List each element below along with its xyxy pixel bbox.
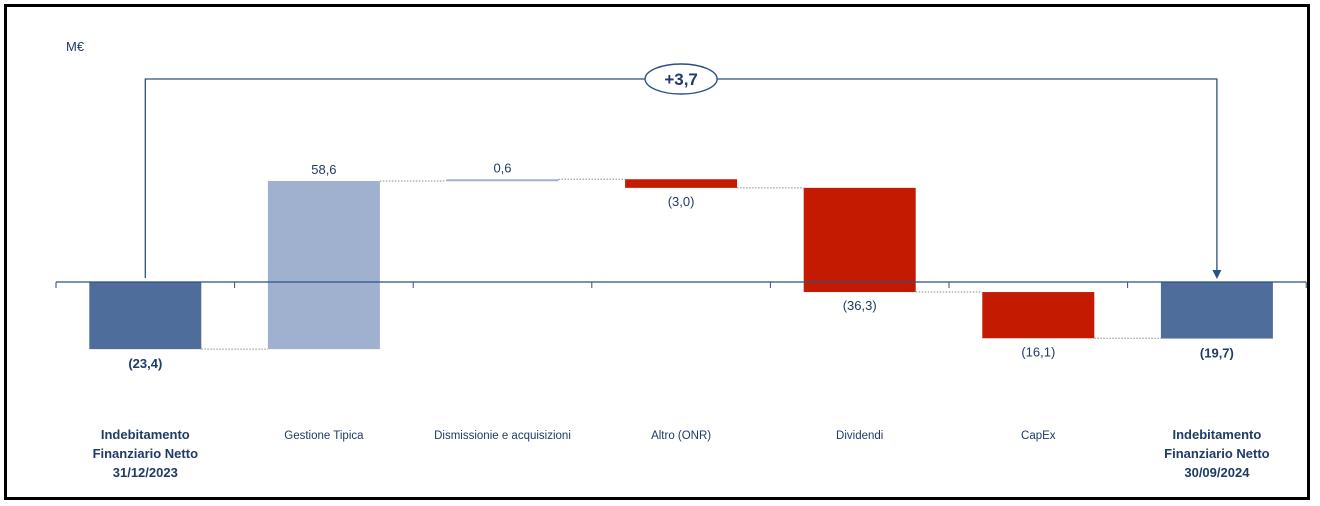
category-label-7-line-3: 30/09/2024	[1184, 465, 1250, 480]
category-label-1-line-3: 31/12/2023	[113, 465, 178, 480]
category-label-2-line-1: Gestione Tipica	[284, 430, 364, 442]
bars-layer	[89, 179, 1273, 350]
delta-label: +3,7	[664, 70, 698, 89]
category-label-1-line-2: Finanziario Netto	[93, 446, 199, 461]
value-label-6: (16,1)	[1021, 344, 1055, 359]
category-label-1-line-1: Indebitamento	[101, 427, 190, 442]
unit-label: M€	[66, 39, 85, 54]
bar-7	[1160, 282, 1273, 339]
bar-4	[625, 179, 738, 188]
bar-6	[982, 292, 1095, 339]
bar-1	[89, 282, 202, 350]
value-label-2: 58,6	[311, 162, 336, 177]
bar-5	[803, 187, 916, 293]
category-label-3-line-1: Dismissionie e acquisizioni	[434, 430, 571, 442]
bar-3	[446, 179, 559, 182]
value-label-4: (3,0)	[668, 194, 695, 209]
delta-badge	[644, 63, 718, 95]
category-label-7-line-1: Indebitamento	[1172, 427, 1261, 442]
value-label-5: (36,3)	[843, 298, 877, 313]
bar-2	[267, 180, 380, 350]
delta-bracket: +3,7	[144, 63, 1222, 279]
value-label-7: (19,7)	[1200, 346, 1234, 361]
labels-layer: (23,4) 58,6 0,6 (3,0) (36,3) (16,1) (19,7) Inde…	[93, 160, 1270, 480]
value-label-3: 0,6	[493, 160, 511, 175]
connectors-layer	[201, 178, 1161, 350]
category-label-7-line-2: Finanziario Netto	[1164, 446, 1270, 461]
category-label-4-line-1: Altro (ONR)	[651, 430, 711, 442]
axis-layer	[55, 281, 1307, 288]
category-label-5-line-1: Dividendi	[836, 430, 883, 442]
category-label-6-line-1: CapEx	[1021, 430, 1056, 442]
value-label-1: (23,4)	[128, 356, 162, 371]
bracket-arrowhead	[1212, 270, 1222, 279]
